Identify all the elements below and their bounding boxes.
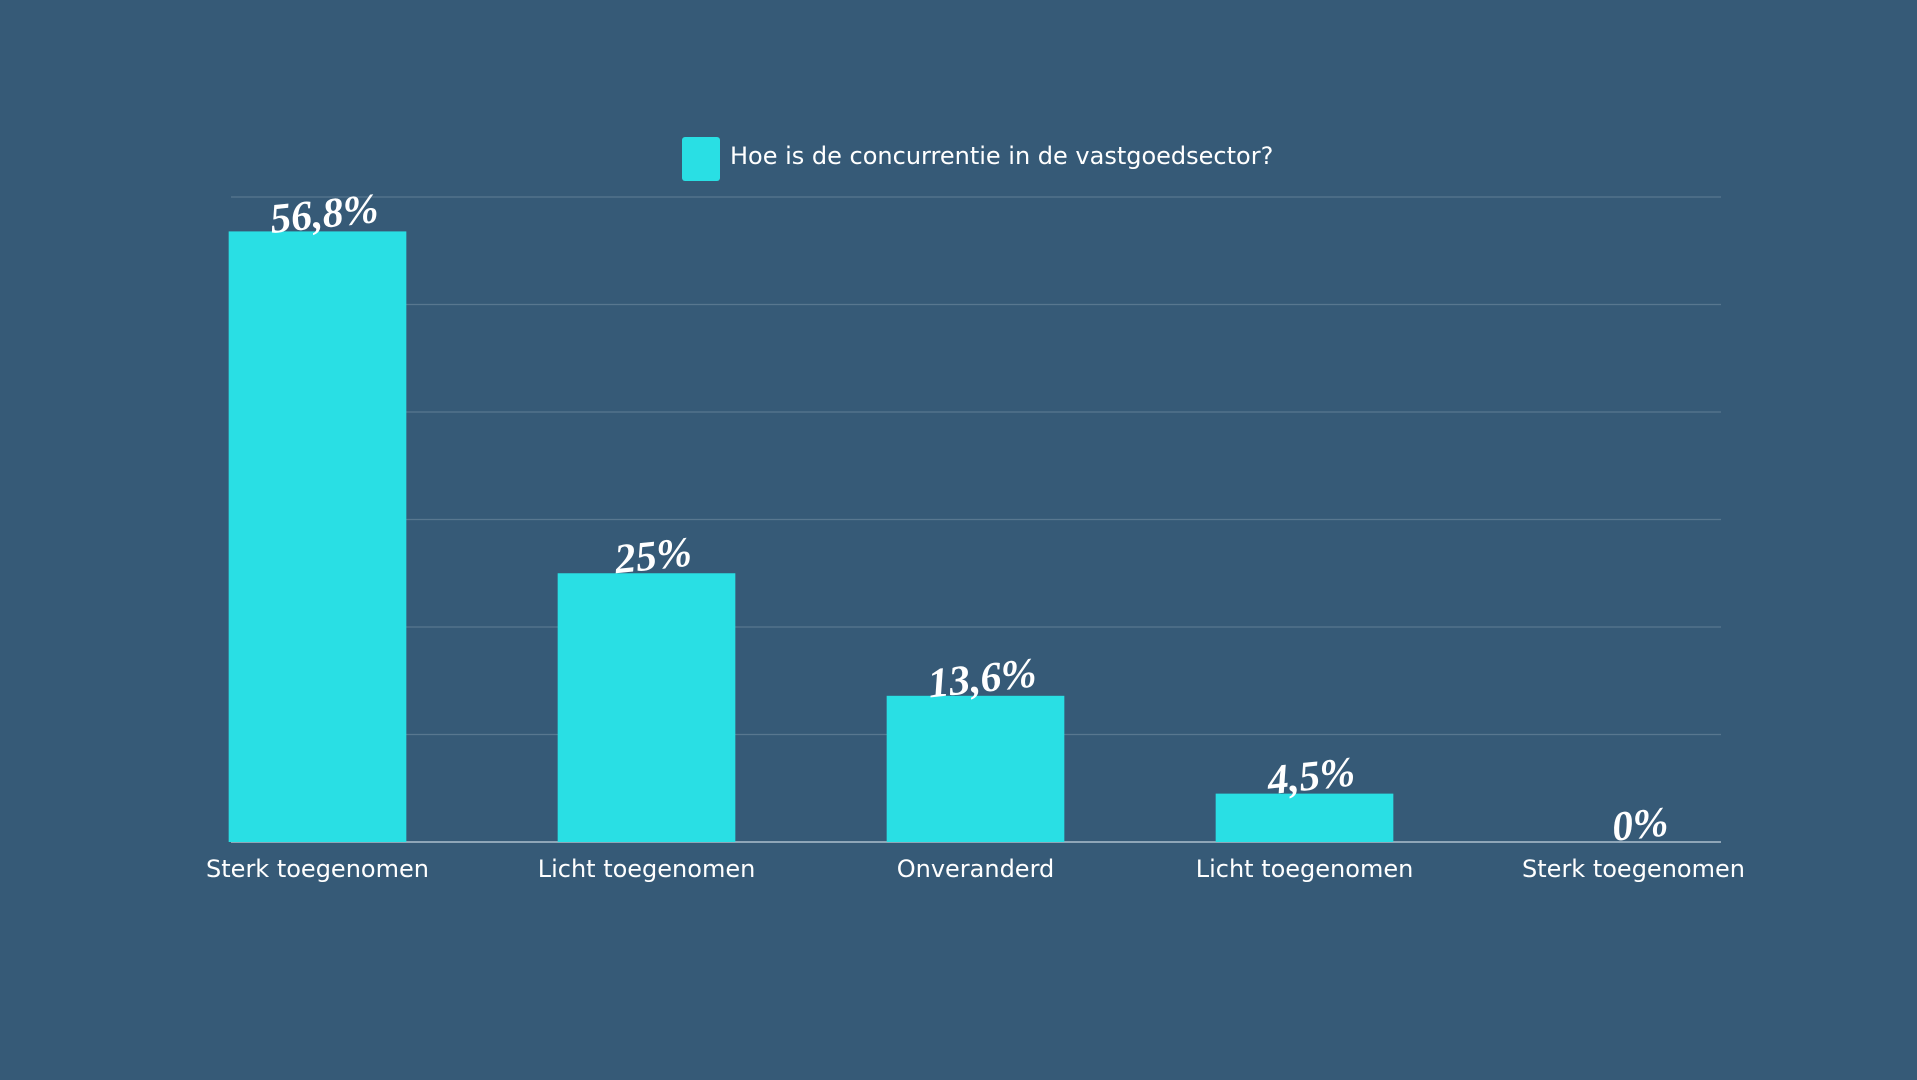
x-tick-label: Licht toegenomen [1196, 855, 1414, 883]
value-label: 4,5% [1264, 749, 1357, 804]
value-label: 25% [611, 529, 693, 583]
x-tick-label: Sterk toegenomen [206, 855, 429, 883]
value-label: 56,8% [268, 186, 381, 243]
bar [1215, 793, 1394, 842]
bar [886, 695, 1065, 842]
x-tick-label: Onveranderd [897, 855, 1055, 883]
bar [228, 231, 407, 842]
legend-swatch [682, 137, 720, 181]
bar [557, 573, 736, 842]
legend-label: Hoe is de concurrentie in de vastgoedsec… [730, 142, 1273, 170]
value-label: 13,6% [926, 650, 1039, 707]
x-tick-label: Licht toegenomen [538, 855, 756, 883]
x-tick-label: Sterk toegenomen [1522, 855, 1745, 883]
value-label: 0% [1610, 799, 1671, 851]
